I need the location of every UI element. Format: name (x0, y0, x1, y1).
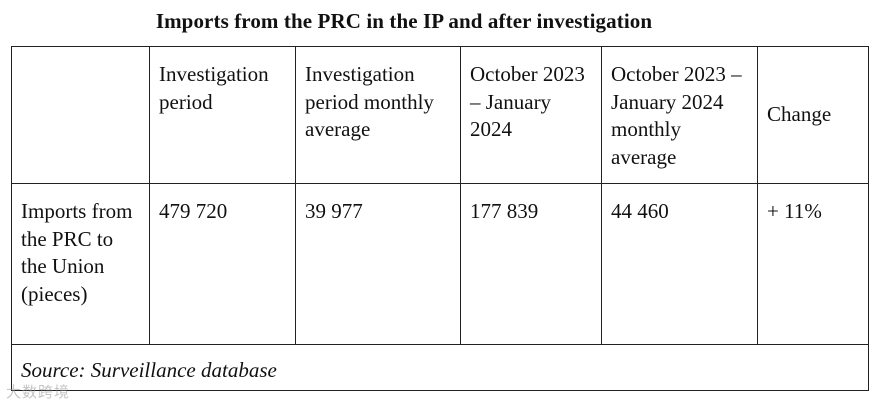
value-ip-monthly-average: 39 977 (295, 183, 461, 345)
table-title: Imports from the PRC in the IP and after… (155, 9, 653, 33)
source-note: Source: Surveillance database (11, 344, 869, 391)
row-label-cell: Imports from the PRC to the Union (piece… (11, 183, 150, 345)
value-change: + 11% (757, 183, 869, 345)
table-source-row: Source: Surveillance database (11, 344, 869, 391)
table-header-row: Investigation period Investigation perio… (11, 46, 869, 184)
header-cell-oct-jan: October 2023 – January 2024 (460, 46, 602, 184)
watermark: 大数跨境 (6, 383, 71, 401)
header-cell-ip-monthly-average: Investigation period monthly average (295, 46, 461, 184)
imports-table: Investigation period Investigation perio… (11, 46, 869, 391)
value-oct-jan: 177 839 (460, 183, 602, 345)
header-cell-investigation-period: Investigation period (149, 46, 296, 184)
table-row: Imports from the PRC to the Union (piece… (11, 183, 869, 345)
value-oct-jan-monthly-average: 44 460 (601, 183, 758, 345)
header-cell-empty (11, 46, 150, 184)
value-investigation-period: 479 720 (149, 183, 296, 345)
header-cell-change: Change (757, 46, 869, 184)
header-cell-oct-jan-monthly-average: October 2023 – January 2024 monthly aver… (601, 46, 758, 184)
